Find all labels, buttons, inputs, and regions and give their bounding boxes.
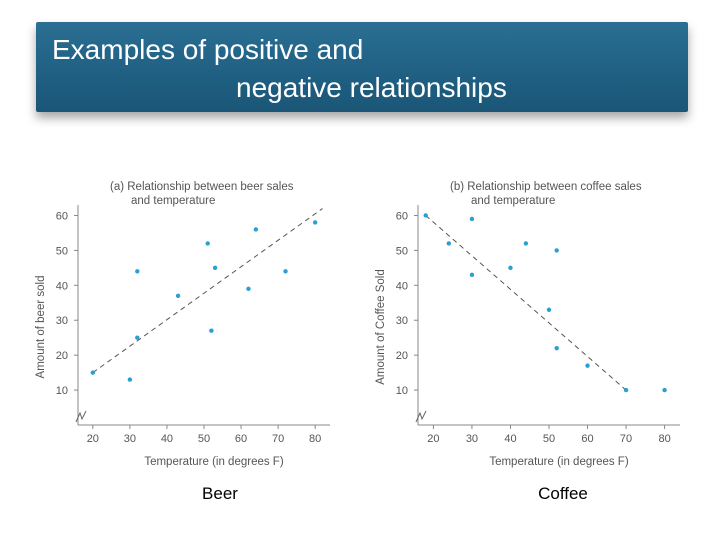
coffee-y-tick-label: 50	[396, 245, 408, 257]
beer-data-point	[246, 286, 251, 292]
coffee-data-point	[423, 213, 428, 218]
coffee-title-line-2: and temperature	[471, 195, 555, 207]
coffee-data-point	[585, 363, 590, 368]
beer-data-point	[135, 335, 140, 340]
beer-y-tick-label: 50	[56, 245, 68, 257]
coffee-y-tick-label: 30	[396, 315, 408, 327]
coffee-axis-break	[415, 410, 427, 423]
coffee-data-point	[554, 248, 559, 253]
coffee-data-point	[508, 265, 513, 271]
coffee-scatter-chart: (b) Relationship between coffee sales and…	[375, 181, 680, 468]
coffee-data-point	[546, 307, 552, 312]
coffee-data-point	[469, 272, 475, 278]
coffee-y-tick-label: 10	[396, 385, 408, 397]
beer-y-axis-label: Amount of beer sold	[35, 276, 47, 379]
beer-y-tick-label: 20	[56, 350, 68, 362]
beer-x-axis-label: Temperature (in degrees F)	[144, 456, 284, 468]
beer-scatter-chart: (a) Relationship between beer sales and t…	[35, 181, 330, 468]
coffee-data-point	[623, 387, 629, 393]
beer-data-point	[212, 265, 218, 271]
coffee-y-tick-label: 60	[396, 210, 408, 222]
beer-data-point	[253, 227, 259, 232]
beer-x-tick-label: 80	[309, 433, 321, 445]
coffee-y-axis-label: Amount of Coffee Sold	[375, 269, 387, 385]
beer-trendline	[92, 208, 323, 374]
beer-data-point	[127, 377, 133, 382]
beer-label: Beer	[202, 484, 238, 503]
beer-axis-break	[75, 410, 87, 423]
coffee-x-tick-label: 50	[543, 433, 555, 445]
coffee-x-tick-label: 30	[466, 433, 478, 445]
beer-data-point	[90, 370, 96, 375]
coffee-y-tick-label: 40	[396, 280, 408, 292]
beer-title-line-1: (a) Relationship between beer sales	[110, 181, 294, 193]
beer-data-point	[175, 293, 181, 298]
beer-x-tick-label: 50	[198, 433, 210, 445]
title-banner: Examples of positive and negative relati…	[36, 22, 688, 112]
beer-title-line-2: and temperature	[131, 195, 215, 207]
beer-y-tick-label: 30	[56, 315, 68, 327]
beer-x-tick-label: 20	[87, 433, 99, 445]
coffee-x-tick-label: 60	[581, 433, 593, 445]
beer-data-point	[283, 269, 288, 274]
coffee-y-tick-label: 20	[396, 350, 408, 362]
coffee-x-tick-label: 40	[504, 433, 516, 445]
beer-data-point	[135, 269, 140, 274]
beer-x-tick-label: 60	[235, 433, 247, 445]
coffee-data-point	[662, 387, 667, 393]
beer-y-tick-label: 60	[56, 210, 68, 222]
beer-x-tick-label: 40	[161, 433, 173, 445]
coffee-data-point	[554, 345, 559, 351]
coffee-label: Coffee	[538, 484, 588, 503]
coffee-x-axis-label: Temperature (in degrees F)	[489, 456, 629, 468]
coffee-x-tick-label: 70	[620, 433, 632, 445]
beer-y-tick-label: 40	[56, 280, 68, 292]
title-line-2: negative relationships	[236, 72, 507, 103]
beer-data-point	[205, 241, 210, 246]
coffee-data-point	[446, 241, 452, 246]
beer-x-tick-label: 30	[124, 433, 136, 445]
coffee-data-point	[523, 241, 529, 246]
beer-data-point	[312, 220, 318, 225]
title-line-1: Examples of positive and	[52, 34, 364, 65]
coffee-x-tick-label: 80	[658, 433, 670, 445]
beer-y-tick-label: 10	[56, 385, 68, 397]
beer-x-tick-label: 70	[272, 433, 284, 445]
coffee-x-tick-label: 20	[427, 433, 439, 445]
beer-data-point	[209, 328, 214, 333]
coffee-title-line-1: (b) Relationship between coffee sales	[450, 181, 642, 193]
coffee-data-point	[469, 216, 475, 222]
